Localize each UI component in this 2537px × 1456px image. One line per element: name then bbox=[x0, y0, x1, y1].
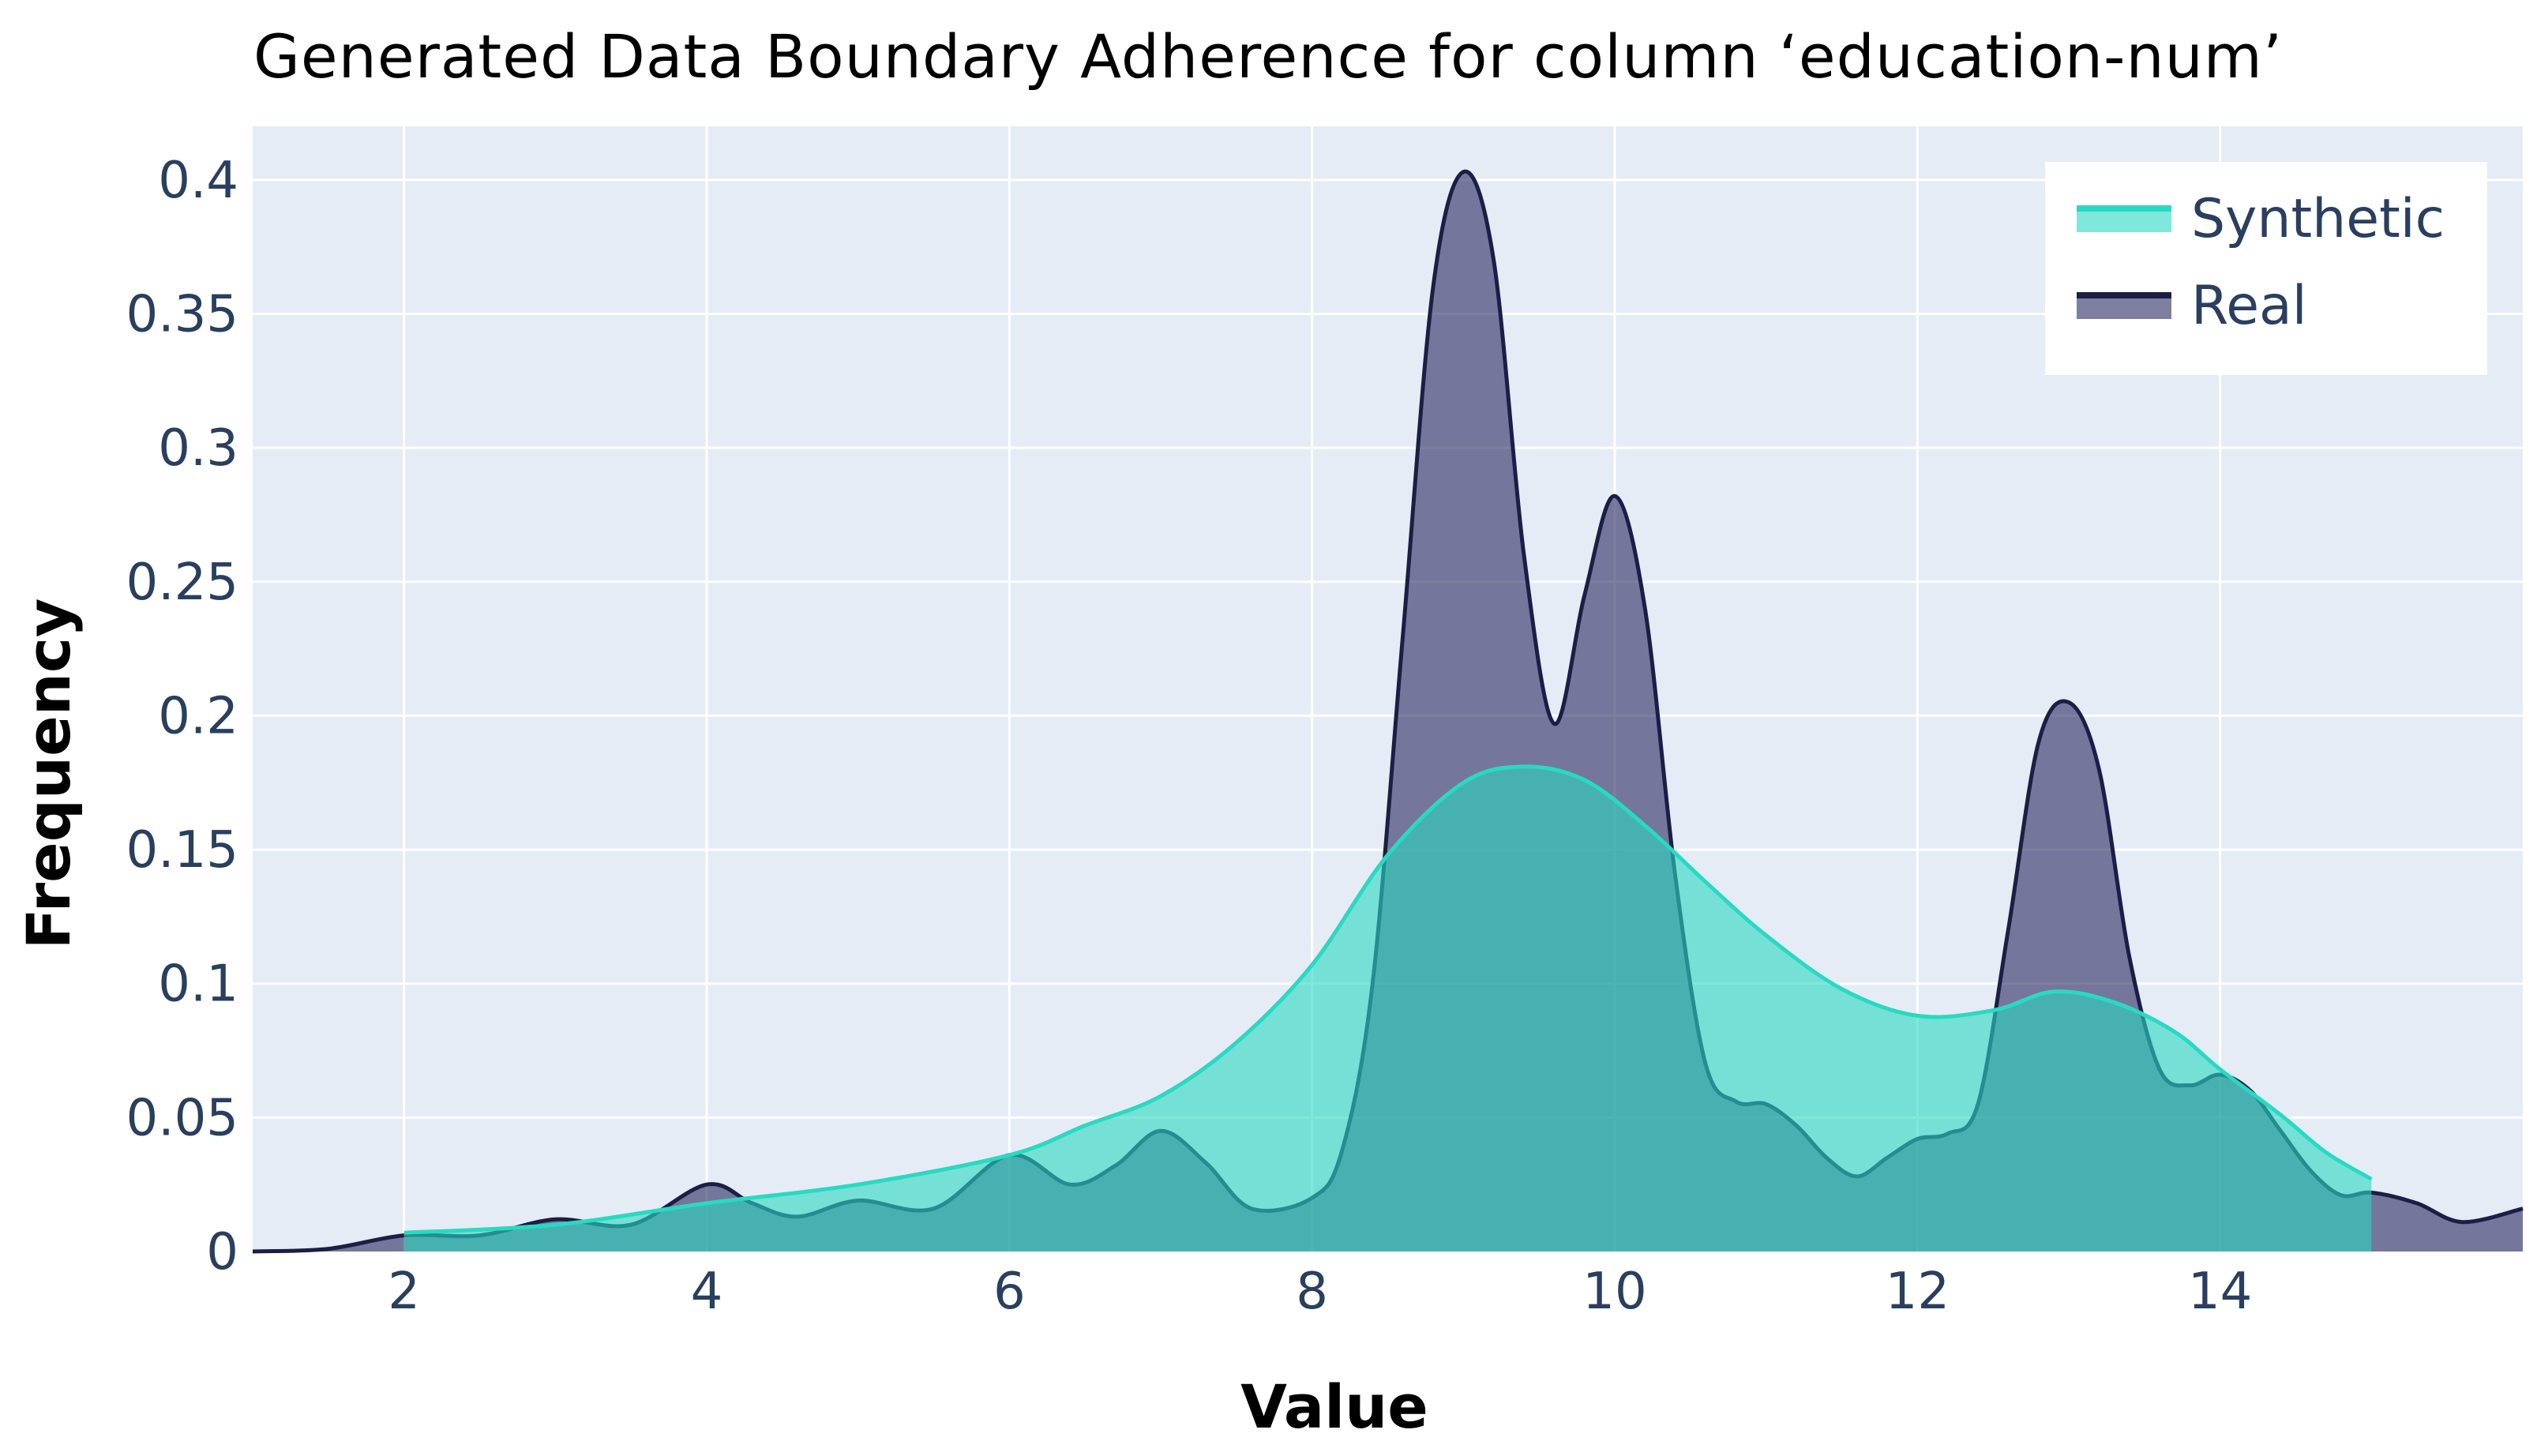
x-axis-title: Value bbox=[1240, 1372, 1428, 1442]
y-tick-label: 0.1 bbox=[158, 955, 238, 1014]
legend-item-synthetic[interactable]: Synthetic bbox=[2077, 188, 2445, 250]
legend-label-real: Real bbox=[2191, 275, 2307, 337]
legend: Synthetic Real bbox=[2045, 162, 2487, 375]
series-synthetic-line bbox=[403, 764, 2373, 1235]
y-axis-ticks: 0 0.05 0.1 0.15 0.2 0.25 0.3 0.35 0.4 bbox=[126, 152, 239, 1282]
y-tick-label: 0.4 bbox=[158, 152, 238, 210]
x-tick-label: 12 bbox=[1886, 1263, 1950, 1321]
y-tick-label: 0.35 bbox=[126, 286, 239, 344]
x-tick-label: 8 bbox=[1296, 1263, 1328, 1321]
y-axis-title: Frequency bbox=[13, 599, 84, 950]
legend-item-real[interactable]: Real bbox=[2077, 275, 2307, 337]
x-tick-label: 14 bbox=[2188, 1263, 2252, 1321]
chart-title: Generated Data Boundary Adherence for co… bbox=[253, 21, 2283, 92]
y-tick-label: 0 bbox=[206, 1223, 238, 1282]
y-tick-label: 0.15 bbox=[126, 821, 239, 880]
y-tick-label: 0.2 bbox=[158, 687, 238, 745]
x-axis-ticks: 2 4 6 8 10 12 14 bbox=[388, 1263, 2252, 1321]
legend-label-synthetic: Synthetic bbox=[2191, 188, 2445, 250]
x-tick-label: 6 bbox=[993, 1263, 1026, 1321]
x-tick-label: 4 bbox=[691, 1263, 723, 1321]
series-synthetic-area bbox=[403, 766, 2372, 1251]
y-tick-label: 0.3 bbox=[158, 419, 238, 478]
x-tick-label: 10 bbox=[1582, 1263, 1646, 1321]
x-tick-label: 2 bbox=[388, 1263, 420, 1321]
y-tick-label: 0.25 bbox=[126, 554, 239, 612]
legend-box bbox=[2045, 162, 2487, 375]
series-layer bbox=[252, 169, 2524, 1254]
y-tick-label: 0.05 bbox=[126, 1089, 239, 1147]
